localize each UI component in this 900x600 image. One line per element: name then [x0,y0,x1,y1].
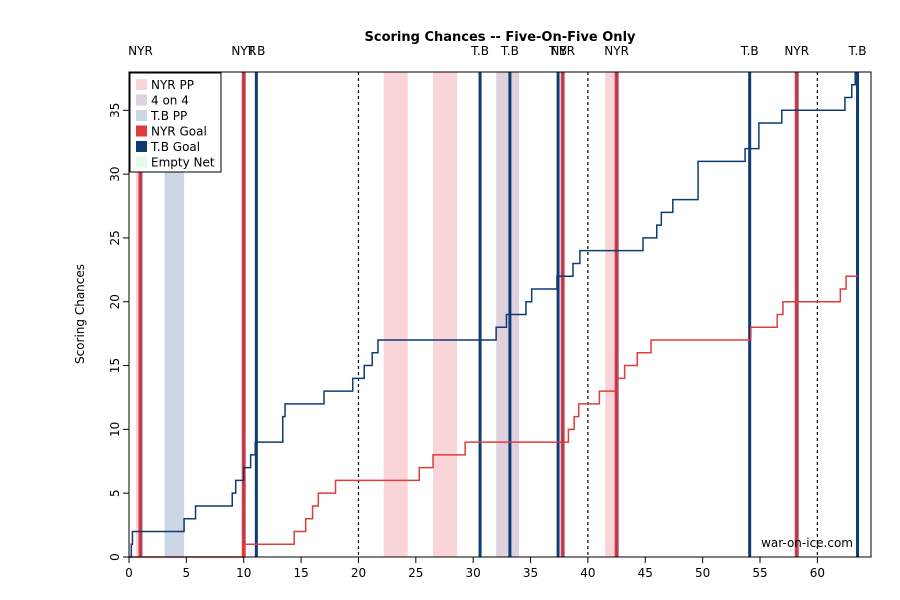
goal-label-tb: T.B [470,44,489,58]
legend-swatch [136,156,147,168]
x-tick-label: 5 [183,566,191,580]
goal-label-tb: T.B [500,44,519,58]
goal-label-tb: T.B [246,44,265,58]
goal-markers [138,72,860,557]
legend-label: T.B Goal [150,140,200,154]
x-tick-label: 0 [125,566,133,580]
plot-area-frame [128,71,872,558]
goal-label-nyr: NYR [550,44,575,58]
shaded-period-nyr-pp [383,72,408,557]
goal-label-nyr: NYR [604,44,629,58]
x-tick-label: 50 [695,566,710,580]
legend-label: T.B PP [150,109,187,123]
y-axis-label: Scoring Chances [73,264,87,364]
y-tick-label: 35 [108,103,122,118]
goal-label-nyr: NYR [128,44,153,58]
series-lines [129,72,858,558]
tb-goal-marker [254,72,258,557]
legend-swatch [136,110,147,121]
legend-label: NYR PP [151,78,194,92]
series-line-tb [129,72,856,558]
goal-label-tb: T.B [548,44,567,58]
x-tick-label: 40 [580,566,595,580]
x-tick-label: 35 [523,566,538,580]
shaded-period-nyr-pp [135,72,141,557]
y-tick-label: 10 [108,422,122,437]
tb-goal-marker [478,72,482,557]
tb-goal-marker [556,72,560,557]
goal-label-nyr: NYR [784,44,809,58]
series-line-nyr [129,275,858,558]
axes: 0 5 10 15 20 25 30 35 40 45 50 55 60 0 5 10 15 20 25 30 35 [108,103,825,580]
x-tick-label: 60 [810,566,825,580]
x-tick-label: 20 [351,566,366,580]
tb-goal-marker [748,72,752,557]
x-tick-label: 45 [638,566,653,580]
legend-swatch [136,141,147,152]
y-tick-label: 5 [108,489,122,497]
tb-goal-marker [856,72,860,557]
x-tick-label: 10 [236,566,251,580]
legend-label: 4 on 4 [151,94,189,108]
y-tick-label: 15 [108,358,122,373]
shaded-period-nyr-pp [433,72,458,557]
goal-label-tb: T.B [740,44,759,58]
watermark-text: war-on-ice.com [761,536,853,550]
y-tick-label: 30 [108,166,122,181]
x-tick-label: 55 [752,566,767,580]
y-tick-label: 25 [108,230,122,245]
y-tick-label: 0 [108,553,122,561]
x-tick-label: 25 [408,566,423,580]
x-tick-label: 15 [293,566,308,580]
shaded-period-tb-pp [164,72,185,557]
legend-swatch [136,79,147,90]
goal-label-nyr: NYR [231,44,256,58]
legend-label: Empty Net [151,156,215,170]
chart-title: Scoring Chances -- Five-On-Five Only [365,30,637,45]
legend-label: NYR Goal [151,125,207,139]
period-divider-lines [357,72,818,557]
y-tick-label: 20 [108,294,122,309]
legend-swatch [136,125,147,137]
goal-label-tb: T.B [848,44,867,58]
legend-swatch [136,94,147,106]
x-tick-label: 30 [466,566,481,580]
